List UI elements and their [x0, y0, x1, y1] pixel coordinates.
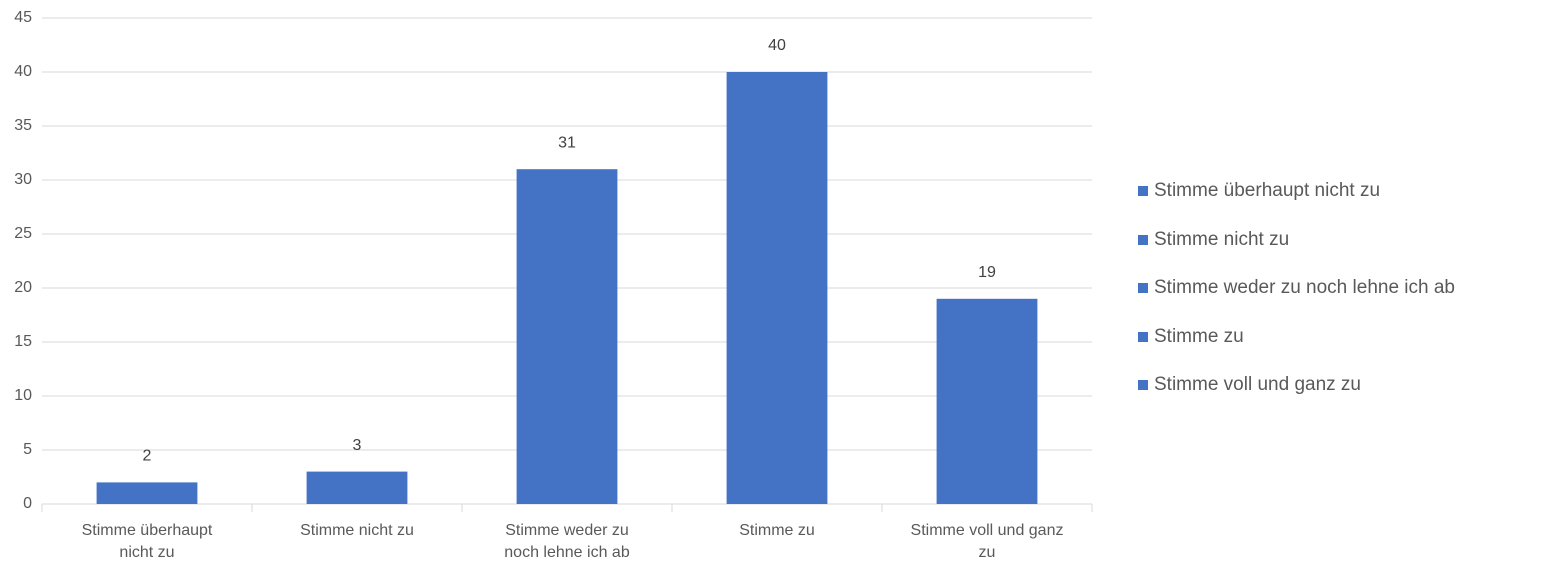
- bar: [306, 471, 408, 504]
- x-tick-label: Stimme weder zu noch lehne ich ab: [504, 522, 630, 561]
- legend-label: Stimme weder zu noch lehne ich ab: [1154, 277, 1455, 298]
- y-tick-label: 15: [14, 333, 32, 350]
- x-tick-label: Stimme zu: [739, 522, 815, 539]
- y-tick-label: 0: [23, 495, 32, 512]
- bar: [936, 298, 1038, 504]
- legend-swatch: [1138, 234, 1148, 245]
- bar: [516, 169, 618, 504]
- y-tick-label: 30: [14, 171, 32, 188]
- y-tick-label: 25: [14, 225, 32, 242]
- y-tick-label: 40: [14, 63, 32, 80]
- data-label: 31: [558, 134, 576, 151]
- legend-swatch: [1138, 186, 1148, 196]
- legend-label: Stimme zu: [1154, 325, 1244, 347]
- data-label: 3: [353, 437, 362, 454]
- data-label: 19: [978, 264, 996, 281]
- y-tick-label: 35: [14, 117, 32, 134]
- x-tick-label: Stimme überhaupt nicht zu: [81, 522, 213, 561]
- data-label: 40: [768, 37, 786, 54]
- legend-item: Stimme zu: [1138, 326, 1244, 348]
- legend-swatch: [1138, 380, 1148, 390]
- legend-label: Stimme voll und ganz zu: [1154, 374, 1361, 395]
- x-tick-label: Stimme nicht zu: [300, 522, 414, 539]
- legend-label: Stimme überhaupt nicht zu: [1154, 180, 1381, 201]
- y-tick-label: 20: [14, 279, 32, 296]
- bar: [96, 482, 198, 504]
- bar: [726, 72, 828, 504]
- y-tick-label: 10: [14, 387, 32, 404]
- y-tick-label: 5: [23, 441, 32, 458]
- data-label: 2: [143, 448, 152, 465]
- legend-item: Stimme weder zu noch lehne ich ab: [1138, 277, 1455, 299]
- y-tick-label: 45: [14, 9, 32, 26]
- legend-item: Stimme überhaupt nicht zu: [1138, 180, 1380, 202]
- legend-item: Stimme nicht zu: [1138, 229, 1289, 251]
- legend-swatch: [1138, 283, 1148, 293]
- legend-swatch: [1138, 331, 1148, 342]
- x-tick-label: Stimme voll und ganz zu: [910, 522, 1064, 561]
- legend-item: Stimme voll und ganz zu: [1138, 374, 1361, 396]
- legend-label: Stimme nicht zu: [1154, 228, 1290, 250]
